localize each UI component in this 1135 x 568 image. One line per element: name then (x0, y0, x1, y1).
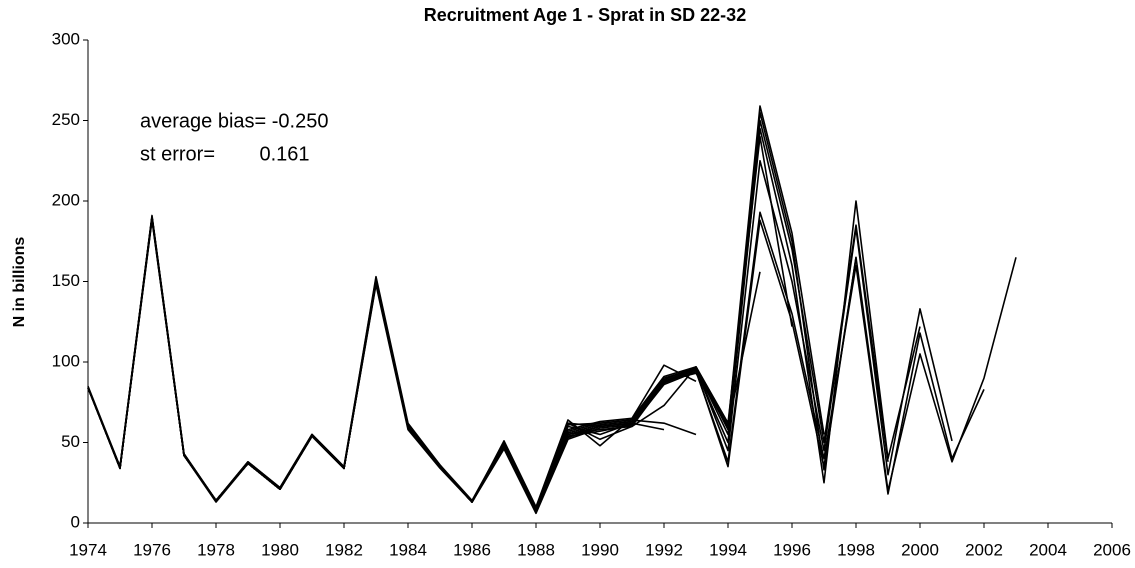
y-tick-label: 200 (52, 190, 80, 209)
series-line (87, 216, 697, 508)
chart-title: Recruitment Age 1 - Sprat in SD 22-32 (424, 5, 746, 25)
x-tick-label: 1980 (261, 540, 299, 559)
x-tick-label: 1986 (453, 540, 491, 559)
x-tick-label: 2002 (965, 540, 1003, 559)
series-line (87, 216, 697, 511)
y-tick-label: 150 (52, 271, 80, 290)
series-line (87, 216, 761, 513)
x-tick-label: 1988 (517, 540, 555, 559)
x-tick-label: 1998 (837, 540, 875, 559)
x-tick-label: 1978 (197, 540, 235, 559)
y-axis-label: N in billions (11, 237, 28, 328)
series-line (87, 127, 921, 515)
x-tick-label: 1996 (773, 540, 811, 559)
x-tick-label: 1992 (645, 540, 683, 559)
y-tick-label: 250 (52, 110, 80, 129)
x-tick-label: 2004 (1029, 540, 1067, 559)
series-line (87, 217, 729, 513)
y-tick-label: 0 (71, 512, 80, 531)
x-tick-label: 1990 (581, 540, 619, 559)
x-tick-label: 1994 (709, 540, 747, 559)
series-line (87, 105, 825, 510)
series-line (87, 135, 793, 511)
x-tick-label: 1976 (133, 540, 171, 559)
series-line (87, 216, 665, 513)
annotation: st error= 0.161 (140, 143, 310, 165)
x-tick-label: 2006 (1093, 540, 1131, 559)
y-tick-label: 50 (61, 432, 80, 451)
annotation: average bias= -0.250 (140, 110, 328, 132)
x-tick-label: 2000 (901, 540, 939, 559)
y-tick-label: 300 (52, 29, 80, 48)
x-tick-label: 1984 (389, 540, 427, 559)
x-tick-label: 1982 (325, 540, 363, 559)
x-tick-label: 1974 (69, 540, 107, 559)
y-tick-label: 100 (52, 351, 80, 370)
series-line (87, 119, 889, 511)
